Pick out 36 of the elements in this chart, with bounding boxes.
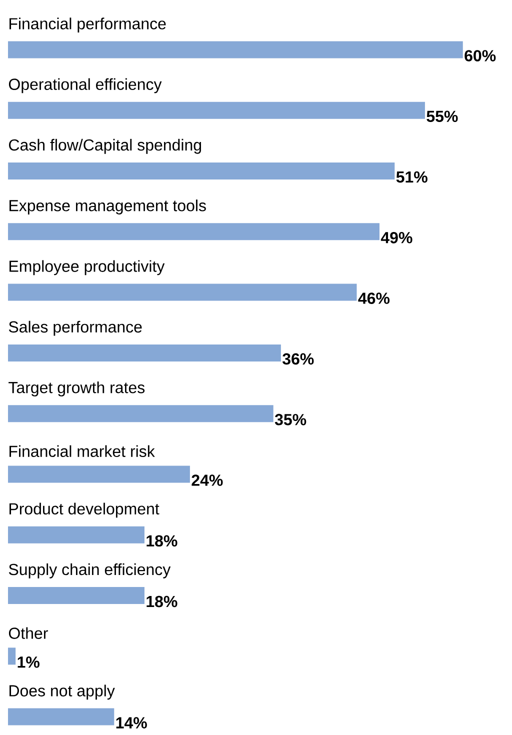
bar [8, 223, 380, 240]
data-label: 1% [18, 656, 40, 668]
data-label: 14% [116, 717, 147, 728]
bar [8, 41, 463, 58]
y-tick-label: Financial performance [10, 18, 166, 33]
bar [8, 102, 425, 119]
bar [8, 466, 190, 483]
y-tick-label: Expense management tools [10, 200, 206, 214]
data-label: 60% [464, 50, 496, 62]
bar [8, 648, 16, 665]
bar [8, 284, 357, 301]
y-tick-label: Operational efficiency [8, 78, 162, 94]
bar [8, 344, 281, 362]
data-label: 46% [358, 292, 390, 304]
y-tick-label: Supply chain efficiency [8, 563, 171, 578]
data-label: 35% [274, 414, 306, 426]
data-label: 36% [282, 353, 314, 365]
data-label: 55% [426, 110, 458, 122]
y-tick-label: Does not apply [10, 684, 115, 700]
y-tick-label: Product development [10, 502, 160, 518]
bar [8, 587, 144, 604]
y-tick-label: Sales performance [8, 320, 142, 336]
bar [8, 708, 114, 726]
y-tick-label: Cash flow/Capital spending [9, 138, 202, 154]
y-tick-label: Financial market risk [10, 445, 155, 458]
y-tick-label: Target growth rates [8, 381, 145, 396]
data-label: 18% [146, 535, 178, 547]
bar [8, 405, 274, 422]
data-label: 24% [192, 474, 223, 486]
data-label: 51% [396, 171, 428, 183]
bar [8, 526, 144, 544]
y-tick-label: Other [8, 627, 48, 639]
y-tick-label: Employee productivity [10, 260, 165, 276]
data-label: 49% [380, 232, 412, 244]
data-label: 18% [146, 596, 178, 608]
bar [8, 162, 395, 180]
